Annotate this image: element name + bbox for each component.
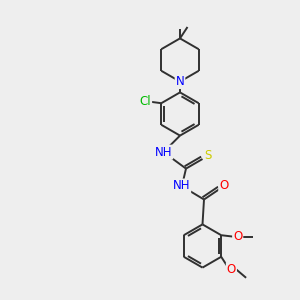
Text: O: O xyxy=(227,263,236,276)
Text: S: S xyxy=(204,149,211,162)
Text: Cl: Cl xyxy=(140,95,151,108)
Text: NH: NH xyxy=(155,146,172,159)
Text: N: N xyxy=(176,75,184,88)
Text: NH: NH xyxy=(173,179,190,193)
Text: O: O xyxy=(233,230,242,243)
Text: O: O xyxy=(219,179,228,192)
